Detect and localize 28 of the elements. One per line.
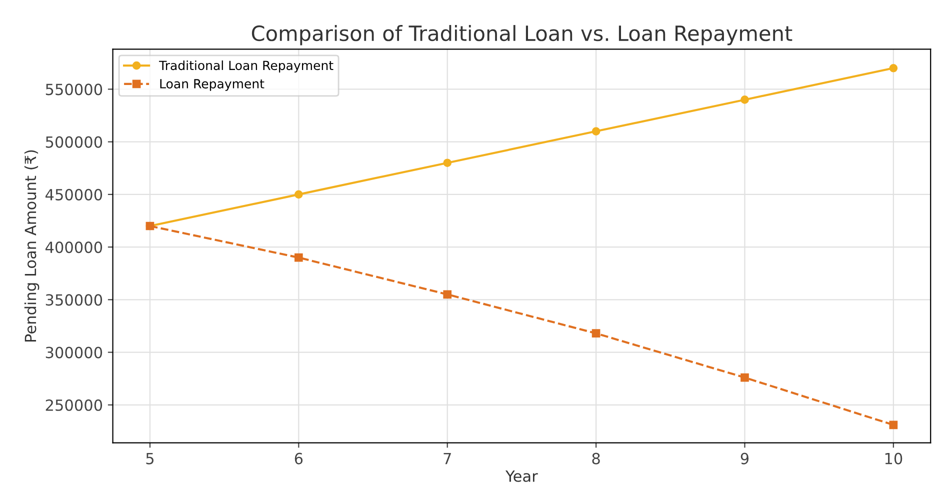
y-tick-label: 400000: [46, 242, 102, 254]
y-axis-title: Pending Loan Amount (₹): [24, 150, 40, 342]
legend-label: Loan Repayment: [160, 79, 264, 91]
x-tick-label: 9: [740, 452, 749, 464]
chart-title: Comparison of Traditional Loan vs. Loan Repayment: [252, 25, 792, 46]
y-tick-label: 450000: [46, 188, 102, 200]
y-tick-label: 300000: [46, 346, 102, 358]
y-tick-label: 550000: [46, 84, 102, 96]
legend-label: Traditional Loan Repayment: [159, 60, 334, 73]
point: [592, 127, 600, 136]
point: [443, 158, 452, 168]
x-tick-label: 7: [444, 452, 451, 464]
point: [592, 329, 600, 338]
y-tick-label: 350000: [46, 294, 102, 306]
x-axis-title: Year: [505, 470, 538, 482]
point: [294, 253, 303, 262]
point: [740, 96, 749, 104]
point: [740, 373, 749, 382]
x-tick-label: 6: [294, 452, 303, 464]
point: [294, 190, 303, 199]
point: [889, 420, 898, 430]
x-tick-label: 5: [146, 452, 154, 464]
point: [443, 290, 452, 299]
point: [889, 64, 898, 72]
y-tick-label: 250000: [46, 399, 102, 411]
x-tick-label: 10: [885, 452, 902, 464]
x-tick-label: 8: [592, 452, 600, 464]
y-tick-label: 500000: [46, 136, 102, 148]
